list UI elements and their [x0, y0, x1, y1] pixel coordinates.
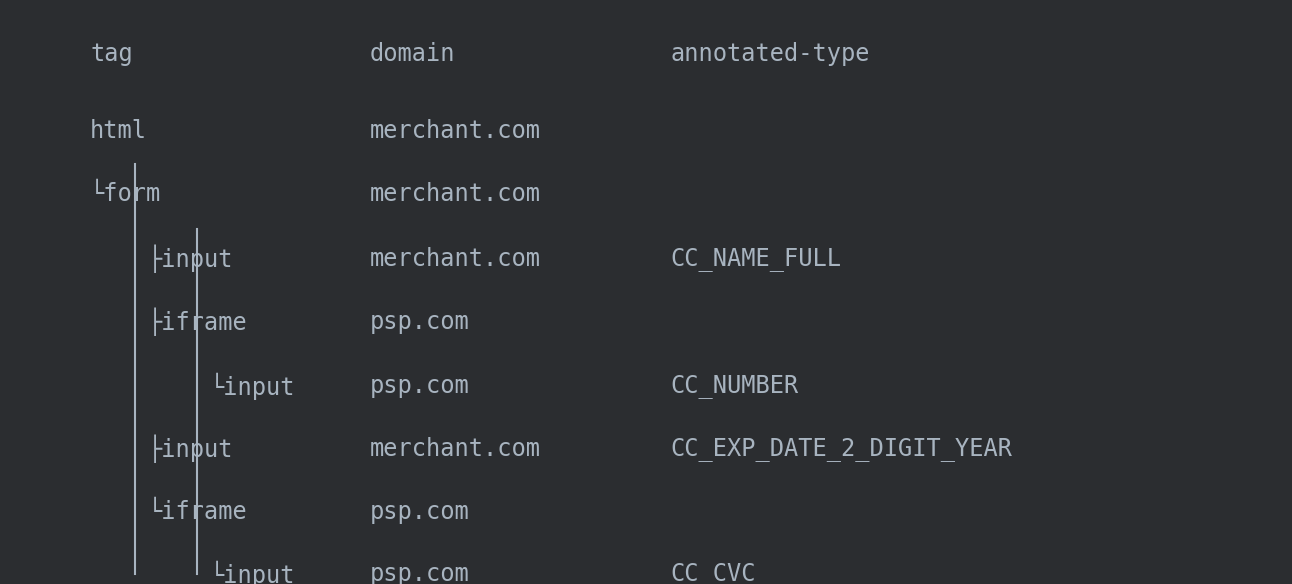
Text: CC_NUMBER: CC_NUMBER	[671, 374, 798, 398]
Text: domain: domain	[370, 42, 456, 66]
Text: ├input: ├input	[149, 245, 234, 273]
Text: CC_NAME_FULL: CC_NAME_FULL	[671, 247, 841, 271]
Text: └input: └input	[211, 373, 296, 399]
Text: merchant.com: merchant.com	[370, 182, 541, 206]
Text: ├iframe: ├iframe	[149, 308, 248, 336]
Text: CC_EXP_DATE_2_DIGIT_YEAR: CC_EXP_DATE_2_DIGIT_YEAR	[671, 437, 1012, 461]
Text: CC_CVC: CC_CVC	[671, 562, 756, 584]
Text: psp.com: psp.com	[370, 562, 470, 584]
Text: └input: └input	[211, 561, 296, 584]
Text: merchant.com: merchant.com	[370, 437, 541, 461]
Text: └form: └form	[90, 182, 162, 206]
Text: merchant.com: merchant.com	[370, 119, 541, 143]
Text: merchant.com: merchant.com	[370, 247, 541, 271]
Text: psp.com: psp.com	[370, 374, 470, 398]
Text: ├input: ├input	[149, 434, 234, 463]
Text: tag: tag	[90, 42, 133, 66]
Text: html: html	[90, 119, 147, 143]
Text: └iframe: └iframe	[149, 500, 248, 524]
Text: annotated-type: annotated-type	[671, 42, 870, 66]
Text: psp.com: psp.com	[370, 500, 470, 524]
Text: psp.com: psp.com	[370, 310, 470, 334]
